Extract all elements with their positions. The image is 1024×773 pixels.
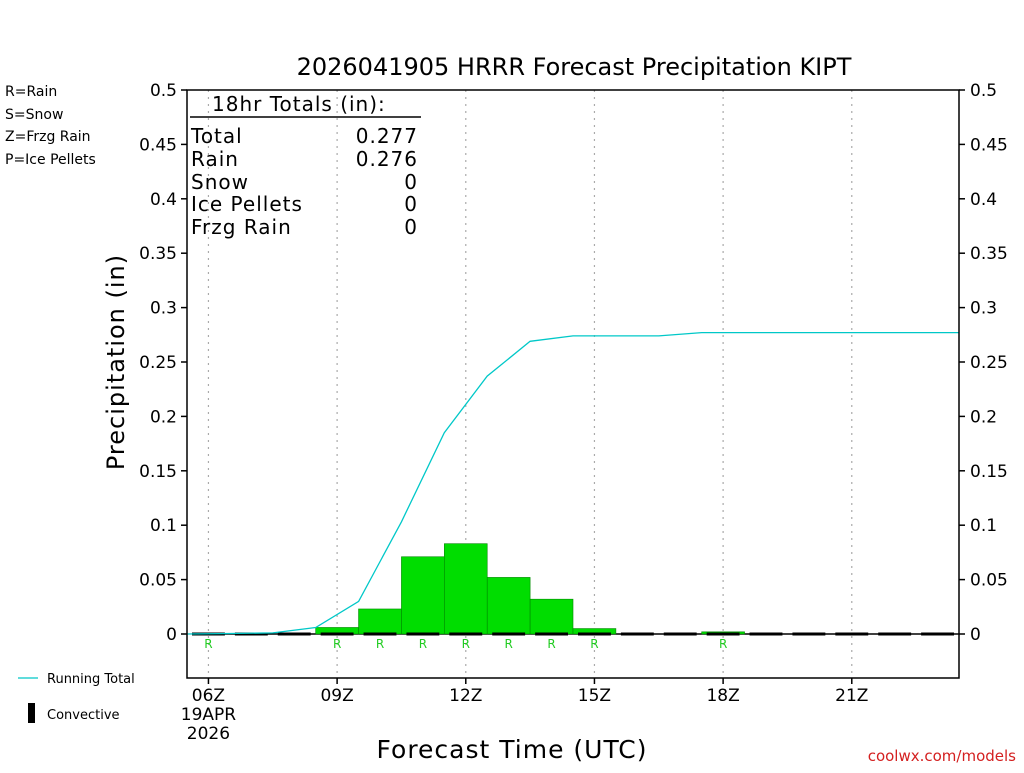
y-tick-label-right: 0.1 (970, 516, 997, 536)
precip-bar (401, 556, 445, 635)
ptype-mark: R (504, 637, 512, 651)
running-total-layer (186, 331, 959, 635)
legend-convective: Convective (47, 708, 120, 723)
y-tick-label-left: 0.5 (150, 81, 177, 101)
legend-running-total: Running Total (47, 672, 135, 687)
totals-frzg-value: 0 (404, 215, 418, 239)
totals-box: 18hr Totals (in): Total 0.277 Rain 0.276… (190, 92, 421, 239)
legend-snow: S=Snow (5, 107, 63, 123)
totals-total-label: Total (190, 124, 243, 148)
totals-snow-label: Snow (191, 170, 249, 194)
running-total-line (186, 331, 959, 635)
legend-frzg-rain: Z=Frzg Rain (5, 129, 91, 145)
convective-legend-swatch (28, 703, 35, 723)
ptype-legend: R=Rain S=Snow Z=Frzg Rain P=Ice Pellets (5, 84, 96, 168)
totals-rain-value: 0.276 (356, 147, 418, 171)
precip-bar (529, 598, 574, 635)
plot-frame (186, 89, 960, 679)
totals-ice-label: Ice Pellets (191, 192, 303, 216)
ptype-mark: R (376, 637, 384, 651)
x-date-label: 19APR (181, 705, 237, 725)
totals-ice-value: 0 (404, 192, 418, 216)
precip-bar (444, 543, 488, 635)
y-axis-label: Precipitation (in) (102, 254, 130, 470)
x-tick-label: 06Z (192, 686, 225, 706)
y-tick-label-left: 0 (166, 625, 177, 645)
x-gridlines (197, 90, 959, 678)
ptype-mark: R (547, 637, 555, 651)
y-tick-label-right: 0.45 (970, 135, 1008, 155)
totals-snow-value: 0 (404, 170, 418, 194)
y-tick-label-right: 0.25 (970, 353, 1008, 373)
y-tick-label-right: 0.2 (970, 407, 997, 427)
legend-ice-pellets: P=Ice Pellets (5, 152, 96, 168)
x-tick-label: 15Z (578, 686, 611, 706)
chart-title: 2026041905 HRRR Forecast Precipitation K… (297, 53, 852, 81)
y-tick-label-left: 0.3 (150, 299, 177, 319)
y-axis-ticks: 0 00.05 0.050.1 0.10.15 0.150.2 0.20.25 0.250.… (139, 81, 1008, 645)
ptype-mark: R (419, 637, 427, 651)
y-tick-label-left: 0.35 (139, 244, 177, 264)
totals-frzg-label: Frzg Rain (191, 215, 292, 239)
ptype-mark: R (719, 637, 727, 651)
y-tick-label-right: 0 (970, 625, 981, 645)
y-tick-label-left: 0.05 (139, 571, 177, 591)
precip-bars (315, 543, 745, 635)
ptype-mark: R (462, 637, 470, 651)
x-tick-label: 21Z (835, 686, 868, 706)
totals-total-value: 0.277 (356, 124, 418, 148)
legend-rain: R=Rain (5, 84, 57, 100)
y-tick-label-left: 0.2 (150, 407, 177, 427)
totals-header: 18hr Totals (in): (212, 92, 386, 116)
y-tick-label-right: 0.35 (970, 244, 1008, 264)
y-tick-label-right: 0.15 (970, 462, 1008, 482)
y-tick-label-right: 0.3 (970, 299, 997, 319)
x-year-label: 2026 (187, 724, 230, 744)
x-tick-label: 12Z (449, 686, 482, 706)
x-tick-label: 09Z (320, 686, 353, 706)
series-legend: Running Total Convective (18, 672, 135, 723)
ptype-mark: R (590, 637, 598, 651)
precip-bar (486, 577, 531, 635)
y-tick-label-left: 0.4 (150, 190, 177, 210)
y-tick-label-right: 0.5 (970, 81, 997, 101)
x-axis-label: Forecast Time (UTC) (377, 735, 648, 764)
y-tick-label-left: 0.15 (139, 462, 177, 482)
ptype-mark: R (333, 637, 341, 651)
ptype-mark: R (204, 637, 212, 651)
y-tick-label-left: 0.45 (139, 135, 177, 155)
totals-rain-label: Rain (191, 147, 239, 171)
precip-bar (358, 608, 402, 635)
x-tick-label: 18Z (706, 686, 739, 706)
credit-text: coolwx.com/models (868, 747, 1016, 765)
y-tick-label-right: 0.4 (970, 190, 997, 210)
y-tick-label-right: 0.05 (970, 571, 1008, 591)
y-tick-label-left: 0.25 (139, 353, 177, 373)
y-tick-label-left: 0.1 (150, 516, 177, 536)
